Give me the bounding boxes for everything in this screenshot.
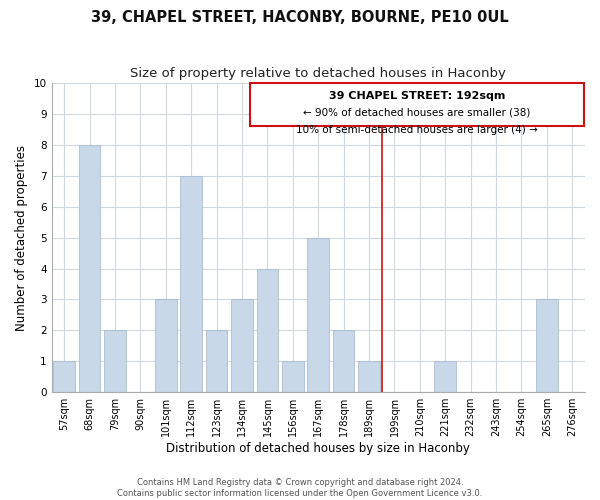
- Bar: [231, 300, 253, 392]
- Bar: [53, 362, 75, 392]
- Text: ← 90% of detached houses are smaller (38): ← 90% of detached houses are smaller (38…: [303, 108, 530, 118]
- X-axis label: Distribution of detached houses by size in Haconby: Distribution of detached houses by size …: [166, 442, 470, 455]
- Bar: [181, 176, 202, 392]
- Bar: [104, 330, 126, 392]
- Text: 10% of semi-detached houses are larger (4) →: 10% of semi-detached houses are larger (…: [296, 125, 538, 135]
- Bar: [257, 268, 278, 392]
- Text: 39, CHAPEL STREET, HACONBY, BOURNE, PE10 0UL: 39, CHAPEL STREET, HACONBY, BOURNE, PE10…: [91, 10, 509, 25]
- Y-axis label: Number of detached properties: Number of detached properties: [15, 144, 28, 330]
- Bar: [536, 300, 557, 392]
- Bar: [282, 362, 304, 392]
- Bar: [333, 330, 355, 392]
- Title: Size of property relative to detached houses in Haconby: Size of property relative to detached ho…: [130, 68, 506, 80]
- Bar: [307, 238, 329, 392]
- Bar: [155, 300, 176, 392]
- Bar: [79, 145, 100, 392]
- Bar: [206, 330, 227, 392]
- Bar: [358, 362, 380, 392]
- Bar: [250, 83, 584, 126]
- Bar: [434, 362, 456, 392]
- Text: Contains HM Land Registry data © Crown copyright and database right 2024.
Contai: Contains HM Land Registry data © Crown c…: [118, 478, 482, 498]
- Text: 39 CHAPEL STREET: 192sqm: 39 CHAPEL STREET: 192sqm: [329, 91, 505, 101]
